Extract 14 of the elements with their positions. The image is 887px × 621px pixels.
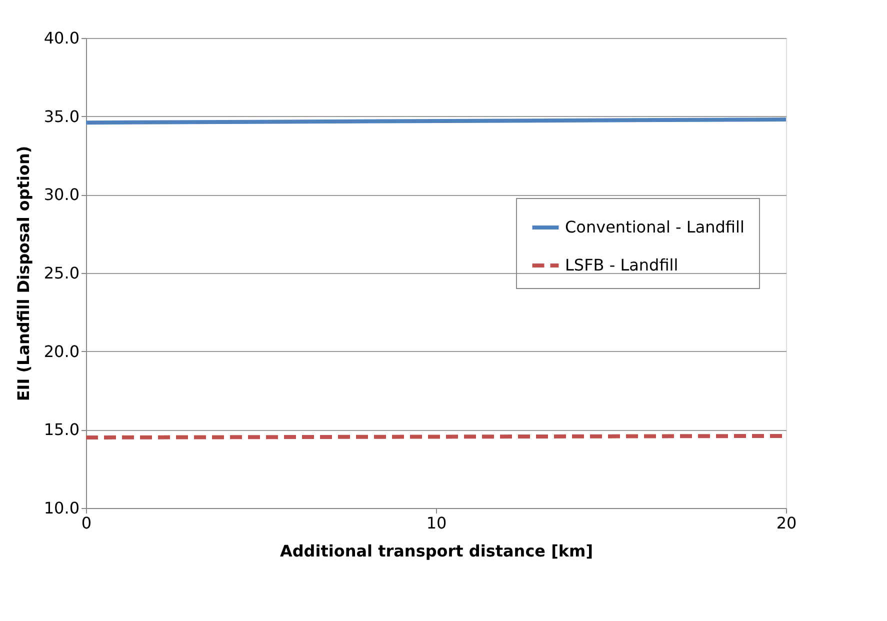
x-tick-label: 10: [426, 514, 447, 532]
x-tick-label: 0: [81, 514, 92, 532]
y-tick-label: 20.0: [44, 342, 80, 361]
y-tick-label: 15.0: [44, 420, 80, 440]
y-tick-label: 10.0: [44, 498, 80, 518]
y-tick-label: 25.0: [44, 264, 80, 282]
y-tick-label: 30.0: [44, 185, 80, 204]
x-axis-title: Additional transport distance [km]: [280, 542, 594, 560]
x-tick-label: 20: [776, 514, 797, 532]
y-axis-title: EII (Landfill Disposal option): [14, 146, 33, 402]
y-tick-label: 35.0: [44, 106, 80, 126]
y-tick-label: 40.0: [44, 28, 80, 48]
legend-label: LSFB - Landfill: [565, 256, 678, 274]
legend-label: Conventional - Landfill: [565, 218, 744, 236]
